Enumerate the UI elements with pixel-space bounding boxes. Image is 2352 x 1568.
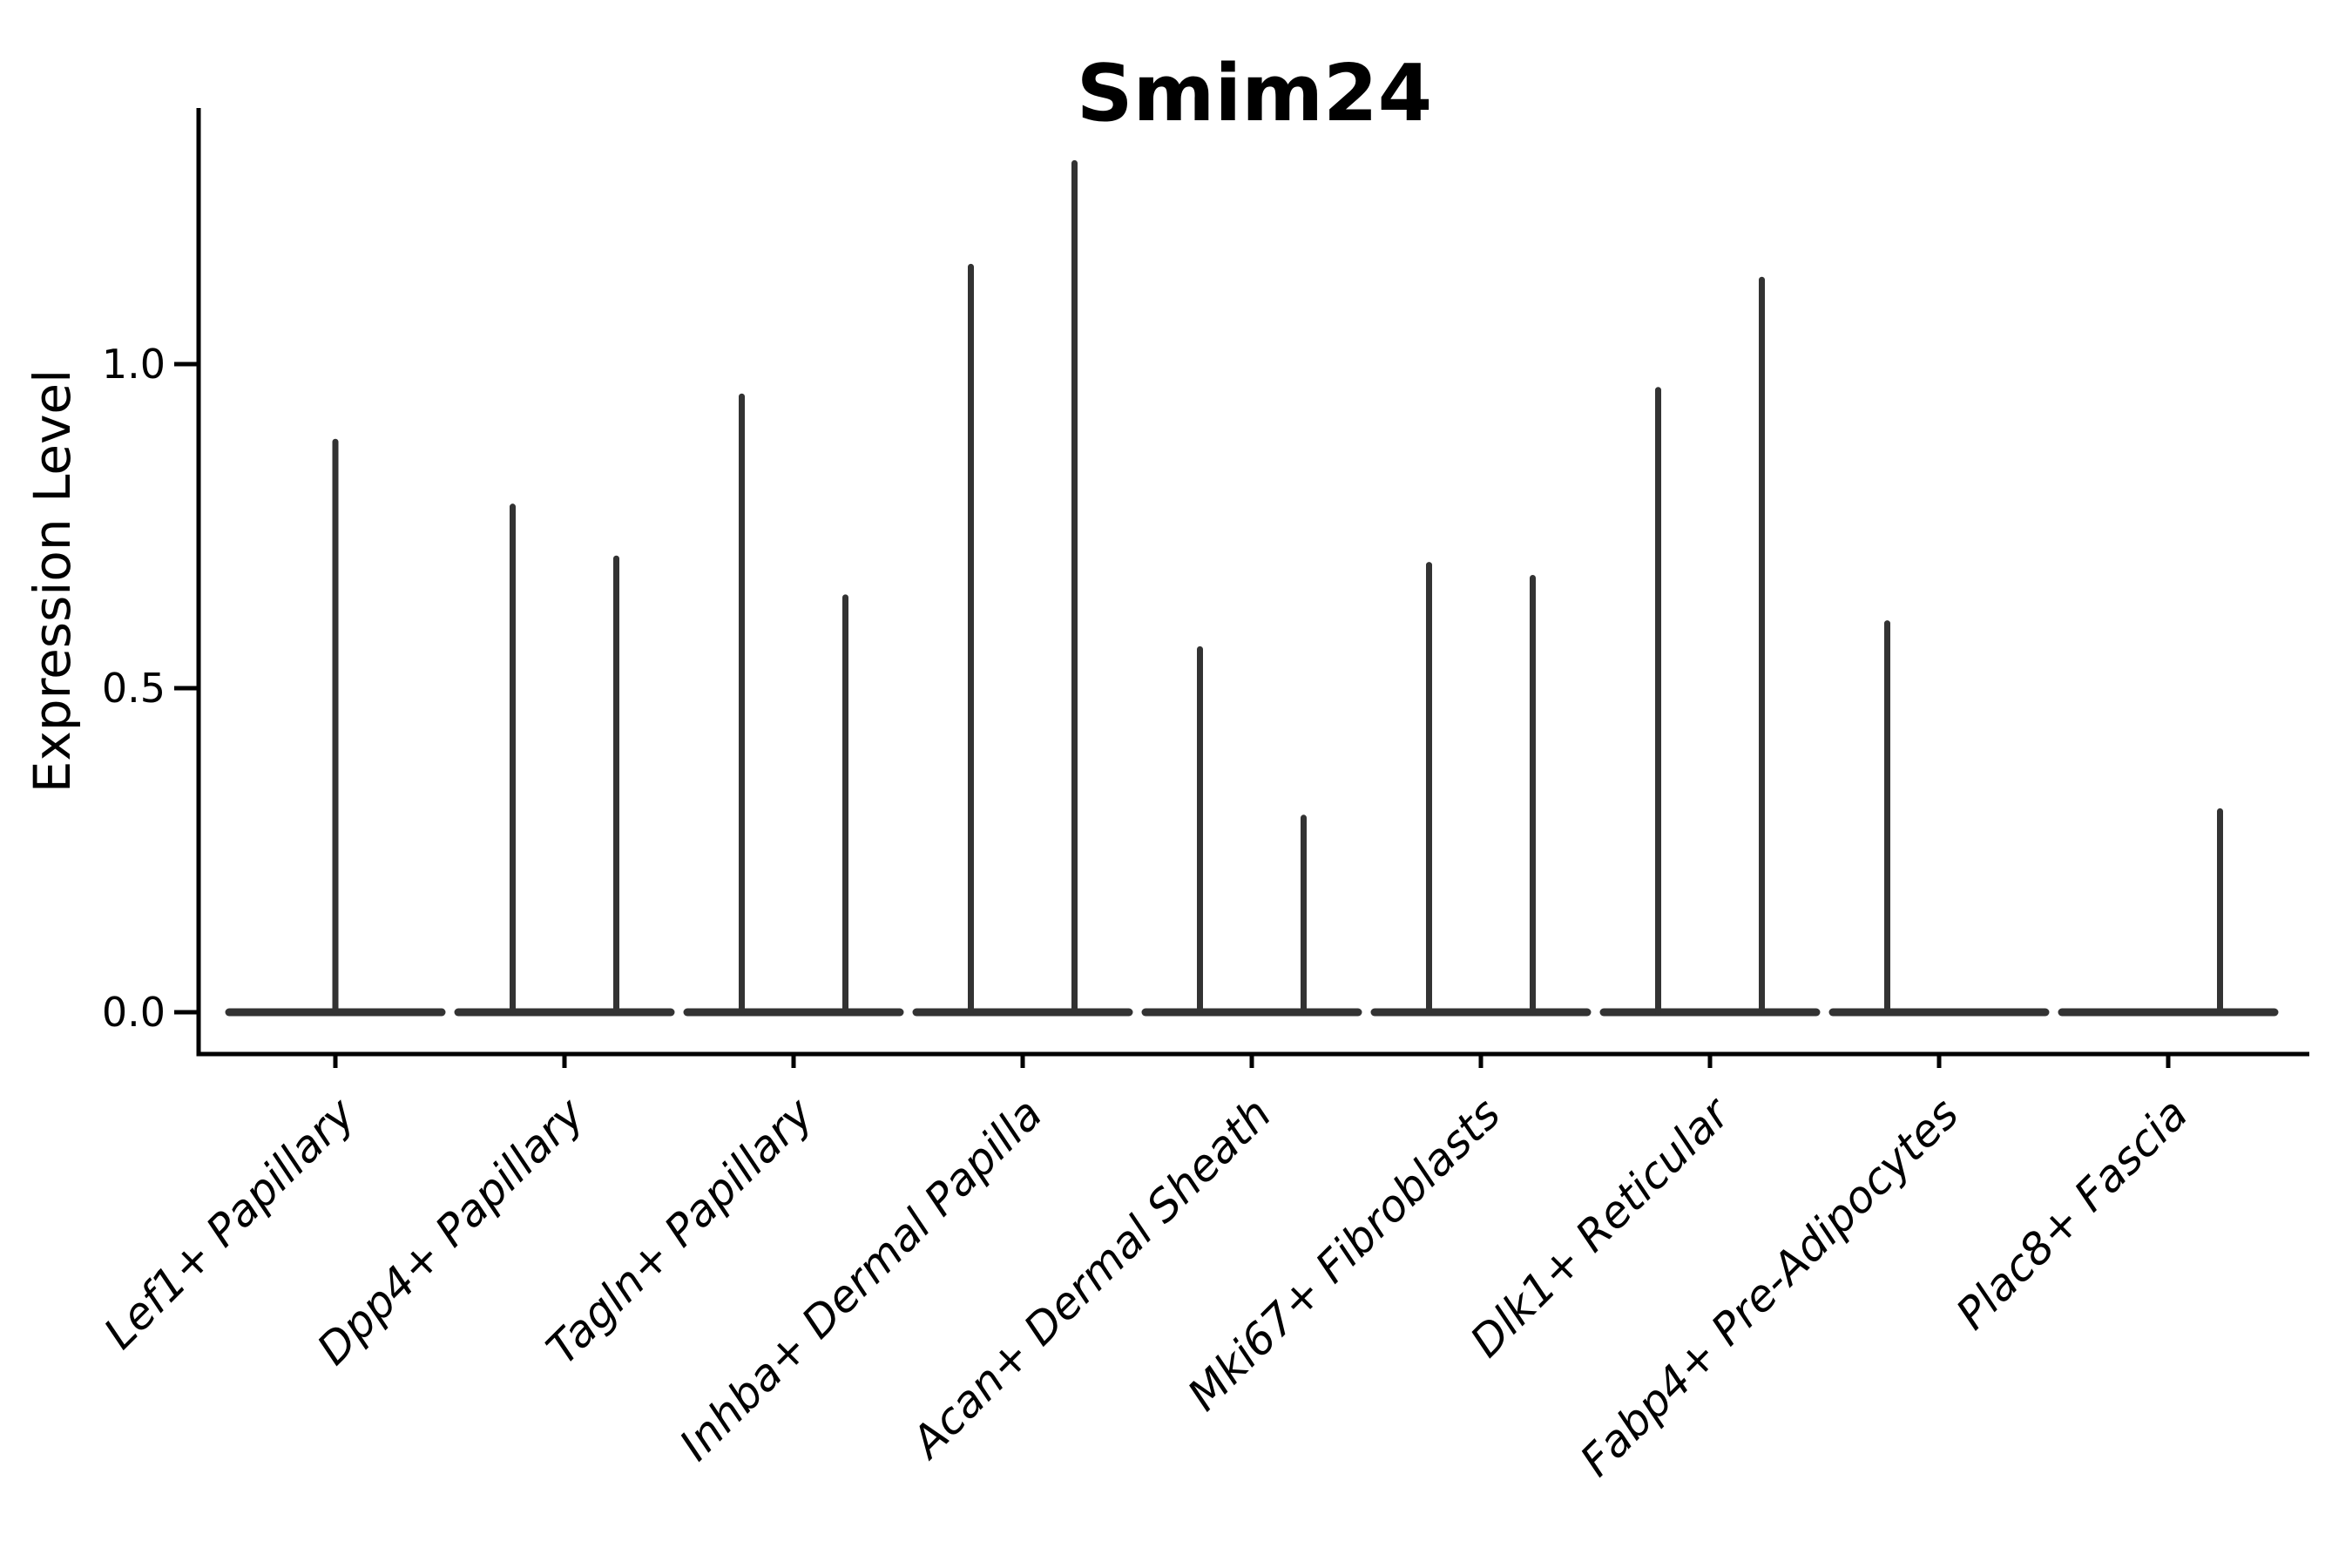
x-tick-label: Plac8+ Fascia [1947, 1088, 2198, 1339]
violins [225, 159, 2279, 1017]
x-tick-label: Fabp4+ Pre-Adipocytes [1571, 1088, 1969, 1486]
chart-title: Smim24 [1077, 48, 1432, 139]
violin [225, 438, 446, 1017]
violin [1828, 620, 2050, 1017]
violin [454, 504, 675, 1017]
y-tick-label: 0.5 [102, 665, 166, 712]
violin [683, 393, 904, 1017]
y-tick-label: 1.0 [102, 341, 166, 388]
violin [1370, 562, 1592, 1017]
x-tick-label: Inhba+ Dermal Papilla [670, 1088, 1051, 1470]
x-tick-label: Acan+ Dermal Sheath [901, 1088, 1281, 1469]
violin [2058, 808, 2279, 1017]
y-axis-label: Expression Level [23, 369, 82, 793]
x-tick-label: Lef1+ Papillary [94, 1087, 365, 1358]
violin [1141, 645, 1362, 1017]
violin [912, 159, 1133, 1017]
violin [1599, 276, 1821, 1017]
y-tick-label: 0.0 [102, 989, 166, 1036]
